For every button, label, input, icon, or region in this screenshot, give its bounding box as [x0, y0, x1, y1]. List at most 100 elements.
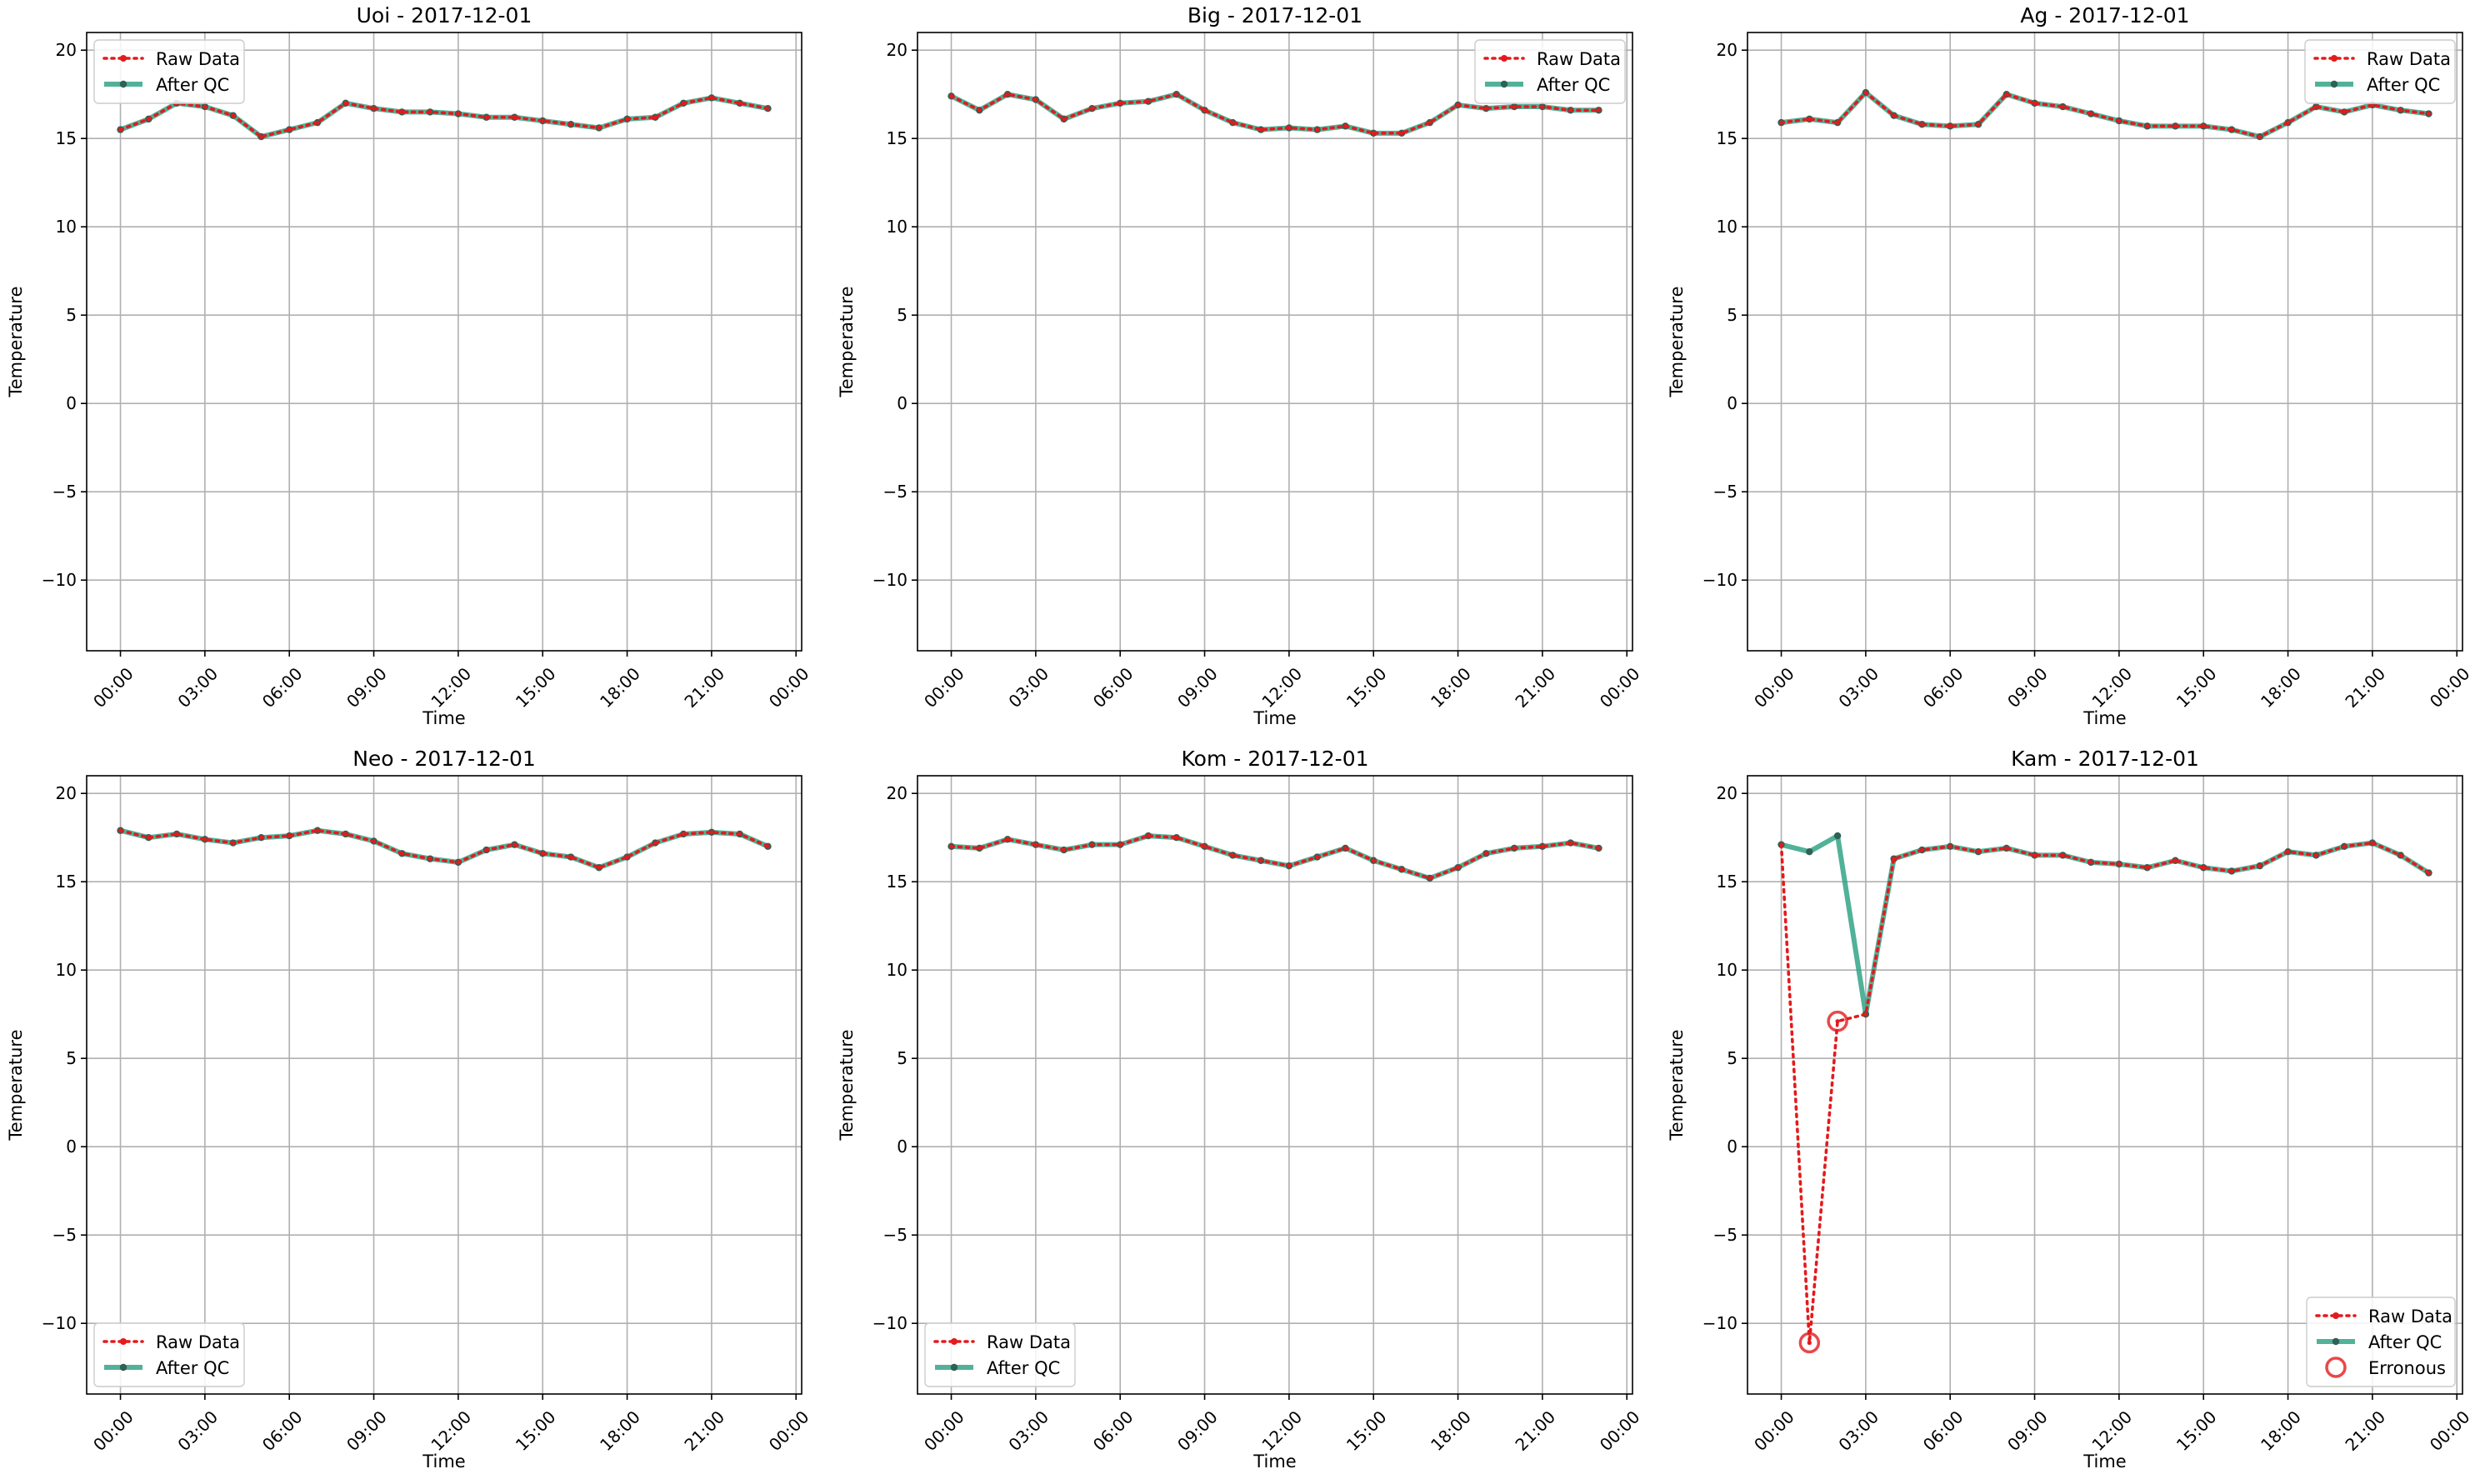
raw-data-point	[948, 93, 954, 98]
axes-frame	[1747, 775, 2463, 1395]
y-tick-label: 10	[56, 960, 77, 980]
x-tick-label: 06:00	[1919, 1407, 1968, 1455]
raw-data-point	[1512, 104, 1517, 109]
y-tick-label: 5	[1727, 305, 1738, 325]
y-axis-label: Temperature	[837, 286, 857, 397]
raw-data-point	[2201, 123, 2206, 128]
legend-box	[93, 1322, 245, 1387]
legend-box	[2304, 39, 2456, 104]
raw-data-point	[484, 115, 489, 120]
x-tick-label: 18:00	[2257, 663, 2305, 712]
raw-data-point	[1892, 113, 1897, 118]
raw-data-point	[1118, 101, 1122, 106]
legend-box	[93, 39, 245, 104]
raw-data-point	[681, 832, 686, 837]
series-line-after-qc	[951, 833, 1600, 881]
raw-data-point	[948, 844, 954, 849]
raw-data-point	[174, 832, 179, 837]
legend-marker-raw-data	[2331, 55, 2338, 62]
raw-data-point	[2117, 862, 2122, 867]
y-tick-label: 10	[56, 217, 77, 237]
raw-data-point	[1062, 117, 1067, 122]
raw-data-point	[1976, 122, 1981, 127]
raw-data-point	[1202, 107, 1208, 112]
raw-data-point	[2370, 840, 2375, 846]
raw-data-point	[1428, 120, 1432, 125]
y-tick-label: −10	[42, 570, 77, 590]
y-tick-label: 0	[1727, 1137, 1738, 1157]
x-tick-label: 06:00	[258, 1407, 307, 1455]
raw-data-point	[1948, 844, 1952, 849]
x-tick-label: 09:00	[342, 663, 391, 712]
raw-data-point	[258, 134, 264, 139]
x-tick-label: 18:00	[1427, 663, 1475, 712]
raw-data-point	[1835, 1019, 1840, 1024]
x-axis-label: Time	[2082, 1452, 2126, 1472]
y-tick-label: −5	[52, 482, 77, 502]
x-tick-label: 03:00	[173, 663, 222, 712]
raw-data-point	[456, 860, 461, 865]
subplot-3: −10 −5 0 5 10 15 20 00:00 03:00 06:00 09:00 12:00 15…	[6, 747, 813, 1472]
raw-data-point	[1892, 857, 1897, 862]
x-tick-label: 00:00	[1596, 663, 1644, 712]
raw-data-point	[2285, 849, 2291, 854]
legend-marker-raw-data	[120, 1338, 127, 1345]
legend-box	[1474, 39, 1626, 104]
x-axis-label: Time	[422, 708, 465, 728]
raw-data-point	[2285, 120, 2291, 125]
raw-data-point	[1315, 127, 1320, 132]
y-tick-label: 0	[897, 393, 908, 413]
raw-data-point	[146, 835, 151, 840]
raw-data-point	[202, 104, 208, 109]
raw-data-point	[2258, 863, 2262, 868]
x-tick-label: 03:00	[1004, 1407, 1052, 1455]
legend-label: Raw Data	[987, 1332, 1071, 1352]
raw-data-point	[1540, 104, 1545, 109]
raw-data-point	[1919, 847, 1925, 852]
raw-data-point	[977, 107, 982, 112]
x-tick-label: 09:00	[2003, 663, 2052, 712]
raw-data-point	[2342, 844, 2347, 849]
raw-data-point	[2145, 123, 2150, 128]
after-qc-point	[1806, 847, 1813, 856]
legend: Raw Data After QC Erronous	[2306, 1297, 2456, 1387]
erroneous-marker	[1798, 1332, 1821, 1354]
axes-frame	[86, 32, 802, 652]
raw-data-point	[2313, 852, 2318, 857]
raw-data-point	[1258, 858, 1263, 863]
after-qc-point	[1833, 832, 1842, 840]
y-tick-label: −5	[883, 482, 908, 502]
raw-data-point	[1202, 844, 1208, 849]
legend-label: After QC	[2367, 75, 2440, 95]
raw-data-point	[1287, 125, 1292, 131]
x-tick-label: 21:00	[2341, 663, 2389, 712]
y-tick-label: −10	[42, 1313, 77, 1333]
raw-data-point	[2060, 852, 2065, 857]
series-line-raw-data	[118, 828, 770, 870]
legend-label: Raw Data	[2367, 49, 2451, 69]
raw-data-point	[681, 101, 686, 106]
y-axis-label: Temperature	[1667, 1029, 1687, 1141]
y-axis-label: Temperature	[6, 1029, 26, 1141]
axes-frame	[86, 775, 802, 1395]
raw-data-point	[2088, 860, 2093, 865]
x-tick-label: 00:00	[1596, 1407, 1644, 1455]
x-tick-label: 15:00	[2172, 663, 2221, 712]
y-tick-label: 15	[887, 872, 908, 892]
raw-data-point	[1315, 854, 1320, 860]
y-tick-label: 20	[1717, 40, 1738, 60]
raw-data-point	[1005, 837, 1010, 842]
raw-data-point	[2032, 852, 2038, 857]
raw-data-point	[1371, 131, 1376, 136]
x-axis-label: Time	[2082, 708, 2126, 728]
y-tick-label: −5	[52, 1225, 77, 1245]
raw-data-point	[1371, 858, 1376, 863]
series-line-raw-data	[949, 92, 1601, 135]
x-tick-label: 00:00	[920, 663, 968, 712]
chart-title: Big - 2017-12-01	[1188, 3, 1362, 27]
x-tick-label: 12:00	[1258, 1407, 1306, 1455]
legend: Raw Data After QC	[2304, 39, 2456, 104]
raw-data-point	[738, 832, 742, 837]
x-tick-label: 12:00	[1258, 663, 1306, 712]
x-tick-label: 00:00	[1750, 1407, 1798, 1455]
